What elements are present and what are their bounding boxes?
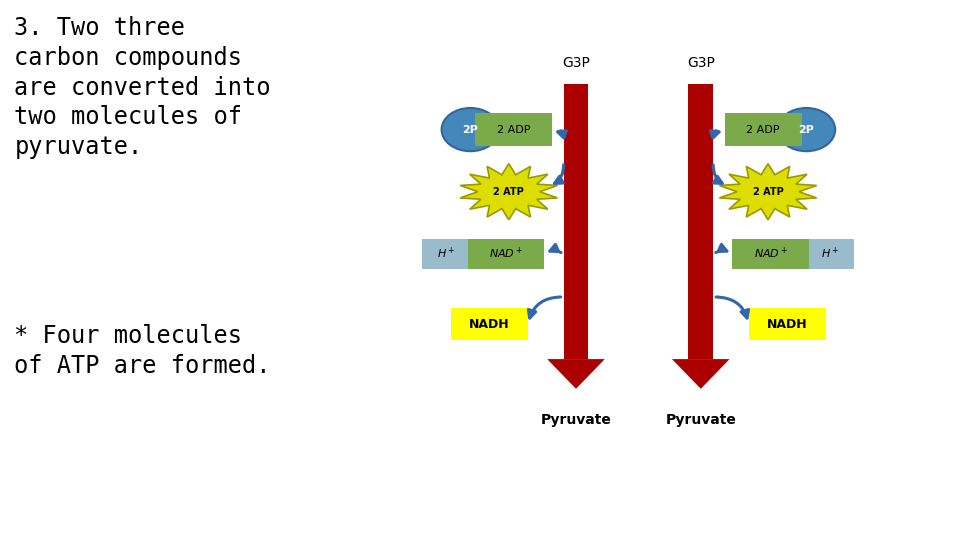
Polygon shape [688,84,713,359]
FancyBboxPatch shape [806,239,854,268]
FancyArrowPatch shape [716,245,727,253]
FancyBboxPatch shape [475,113,552,146]
Text: $H^+$: $H^+$ [437,246,456,261]
FancyArrowPatch shape [528,297,561,318]
Text: 2 ADP: 2 ADP [497,125,530,134]
FancyArrowPatch shape [710,131,719,138]
FancyBboxPatch shape [749,308,826,340]
Text: 3. Two three
carbon compounds
are converted into
two molecules of
pyruvate.: 3. Two three carbon compounds are conver… [14,16,271,159]
FancyArrowPatch shape [716,297,749,318]
Text: NADH: NADH [767,318,807,330]
Text: Pyruvate: Pyruvate [540,413,612,427]
FancyBboxPatch shape [732,239,809,268]
Text: G3P: G3P [562,56,590,70]
FancyBboxPatch shape [725,113,802,146]
Ellipse shape [778,108,835,151]
Text: 2 ATP: 2 ATP [753,187,783,197]
FancyArrowPatch shape [558,131,566,138]
Polygon shape [719,164,817,220]
Text: 2 ADP: 2 ADP [747,125,780,134]
Polygon shape [547,359,605,389]
Polygon shape [460,164,558,220]
FancyArrowPatch shape [713,165,722,184]
Text: 2P: 2P [463,125,478,134]
FancyBboxPatch shape [422,239,470,268]
Text: NADH: NADH [469,318,510,330]
Text: 2P: 2P [799,125,814,134]
Ellipse shape [442,108,499,151]
FancyArrowPatch shape [555,165,564,184]
Polygon shape [672,359,730,389]
Polygon shape [564,84,588,359]
Text: G3P: G3P [686,56,715,70]
Text: $NAD^+$: $NAD^+$ [754,246,788,261]
FancyArrowPatch shape [550,245,561,253]
Text: $NAD^+$: $NAD^+$ [489,246,523,261]
Text: Pyruvate: Pyruvate [665,413,736,427]
FancyBboxPatch shape [451,308,528,340]
Text: * Four molecules
of ATP are formed.: * Four molecules of ATP are formed. [14,324,271,377]
FancyBboxPatch shape [468,239,544,268]
Text: 2 ATP: 2 ATP [493,187,524,197]
Text: $H^+$: $H^+$ [821,246,840,261]
